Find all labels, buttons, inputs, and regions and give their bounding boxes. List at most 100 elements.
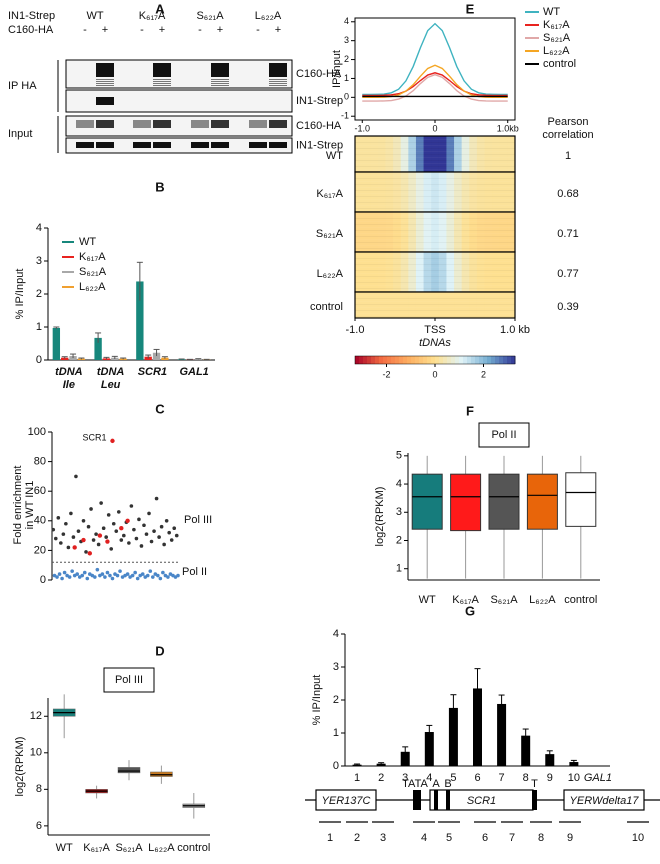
blot-frame — [65, 137, 293, 154]
error-bar — [70, 353, 77, 359]
blot-row-header: C160-HA — [8, 24, 54, 36]
heat-cell — [393, 292, 402, 318]
texture — [355, 193, 515, 194]
y-tick-label: 10 — [30, 747, 42, 759]
heat-cell — [423, 252, 432, 292]
heat-cell — [370, 136, 379, 172]
texture — [355, 288, 515, 289]
texture — [355, 160, 515, 161]
element — [532, 790, 537, 810]
heat-cell — [408, 136, 417, 172]
error-bar — [161, 356, 168, 359]
x-tick-label: 6 — [474, 772, 480, 784]
heat-cell — [362, 292, 371, 318]
heat-cell — [385, 136, 394, 172]
point — [87, 551, 93, 556]
heat-cell — [507, 252, 516, 292]
x-tick-label: 7 — [499, 772, 505, 784]
heat-cell — [408, 292, 417, 318]
x-tick-label: TSS — [424, 324, 445, 336]
point — [125, 518, 130, 523]
y-tick-label: 3 — [36, 255, 42, 267]
chart-title: Pol II — [491, 429, 516, 441]
x-tick-label: 0 — [432, 123, 437, 133]
x-tick-label: -1.0 — [346, 324, 365, 336]
y-tick-label: 2 — [333, 694, 339, 706]
band — [191, 142, 209, 148]
band — [96, 63, 114, 77]
point — [105, 570, 110, 575]
texture — [355, 304, 515, 305]
colorbar-cell — [367, 356, 372, 364]
correlation-value: 1 — [565, 150, 571, 162]
row-label: L₆₂₂A — [317, 268, 344, 280]
x-tick-label: GAL1 — [584, 772, 612, 784]
texture — [355, 276, 515, 277]
texture — [355, 239, 515, 240]
line — [362, 64, 508, 99]
bar — [136, 281, 144, 360]
heat-cell — [484, 172, 493, 212]
point — [53, 536, 58, 541]
colorbar-cell — [419, 356, 424, 364]
chart-title: Pol III — [115, 674, 143, 686]
error-bar — [203, 358, 210, 360]
heat-cell — [400, 292, 409, 318]
point — [86, 524, 91, 529]
band — [211, 120, 229, 128]
colorbar-cell — [431, 356, 436, 364]
line — [362, 73, 508, 102]
heat-cell — [362, 212, 371, 252]
legend-label: WT — [79, 236, 96, 248]
band — [153, 79, 171, 80]
annotation: SCR1 — [82, 432, 106, 442]
heat-cell — [362, 136, 371, 172]
heat-cell — [355, 212, 364, 252]
point — [106, 513, 111, 517]
colorbar-cell — [375, 356, 380, 364]
heat-cell — [355, 172, 364, 212]
y-tick-label: 40 — [34, 515, 46, 527]
band — [96, 97, 114, 105]
y-tick-label: 0 — [40, 574, 46, 586]
y-tick-label: 0 — [333, 760, 339, 772]
point — [84, 550, 88, 554]
point — [157, 535, 161, 539]
colorbar-cell — [359, 356, 364, 364]
point — [144, 532, 149, 536]
point — [174, 533, 179, 538]
legend-label: L₆₂₂A — [79, 281, 106, 293]
point — [148, 569, 153, 573]
point — [172, 526, 177, 530]
heat-cell — [408, 172, 417, 212]
band — [211, 81, 229, 82]
point — [109, 547, 114, 551]
x-tick-label: tDNA Leu — [97, 366, 125, 391]
colorbar-cell — [399, 356, 404, 364]
blot-sign: + — [102, 24, 108, 36]
heat-cell — [492, 172, 501, 212]
texture — [355, 230, 515, 231]
heat-cell — [423, 172, 432, 212]
y-tick-label: 5 — [396, 450, 402, 462]
colorbar-cell — [447, 356, 452, 364]
texture — [355, 178, 515, 179]
amplicon-label: 5 — [446, 832, 452, 844]
heat-cell — [377, 136, 386, 172]
texture — [355, 316, 515, 317]
heat-cell — [355, 252, 364, 292]
blot-band-label: IN1-Strep — [296, 139, 343, 151]
point — [70, 569, 74, 573]
x-tick-label: L₆₂₂A — [148, 842, 175, 854]
texture — [355, 313, 515, 314]
band — [211, 83, 229, 84]
bar — [400, 751, 410, 766]
heat-cell — [385, 252, 394, 292]
colorbar-label: 2 — [481, 369, 486, 379]
legend-label: K₆₁₇A — [543, 19, 570, 31]
point — [129, 504, 134, 508]
x-tick-label: WT — [419, 594, 436, 606]
heat-cell — [370, 212, 379, 252]
x-tick-label: K₆₁₇A — [452, 594, 479, 606]
y-tick-label: 20 — [34, 544, 46, 556]
